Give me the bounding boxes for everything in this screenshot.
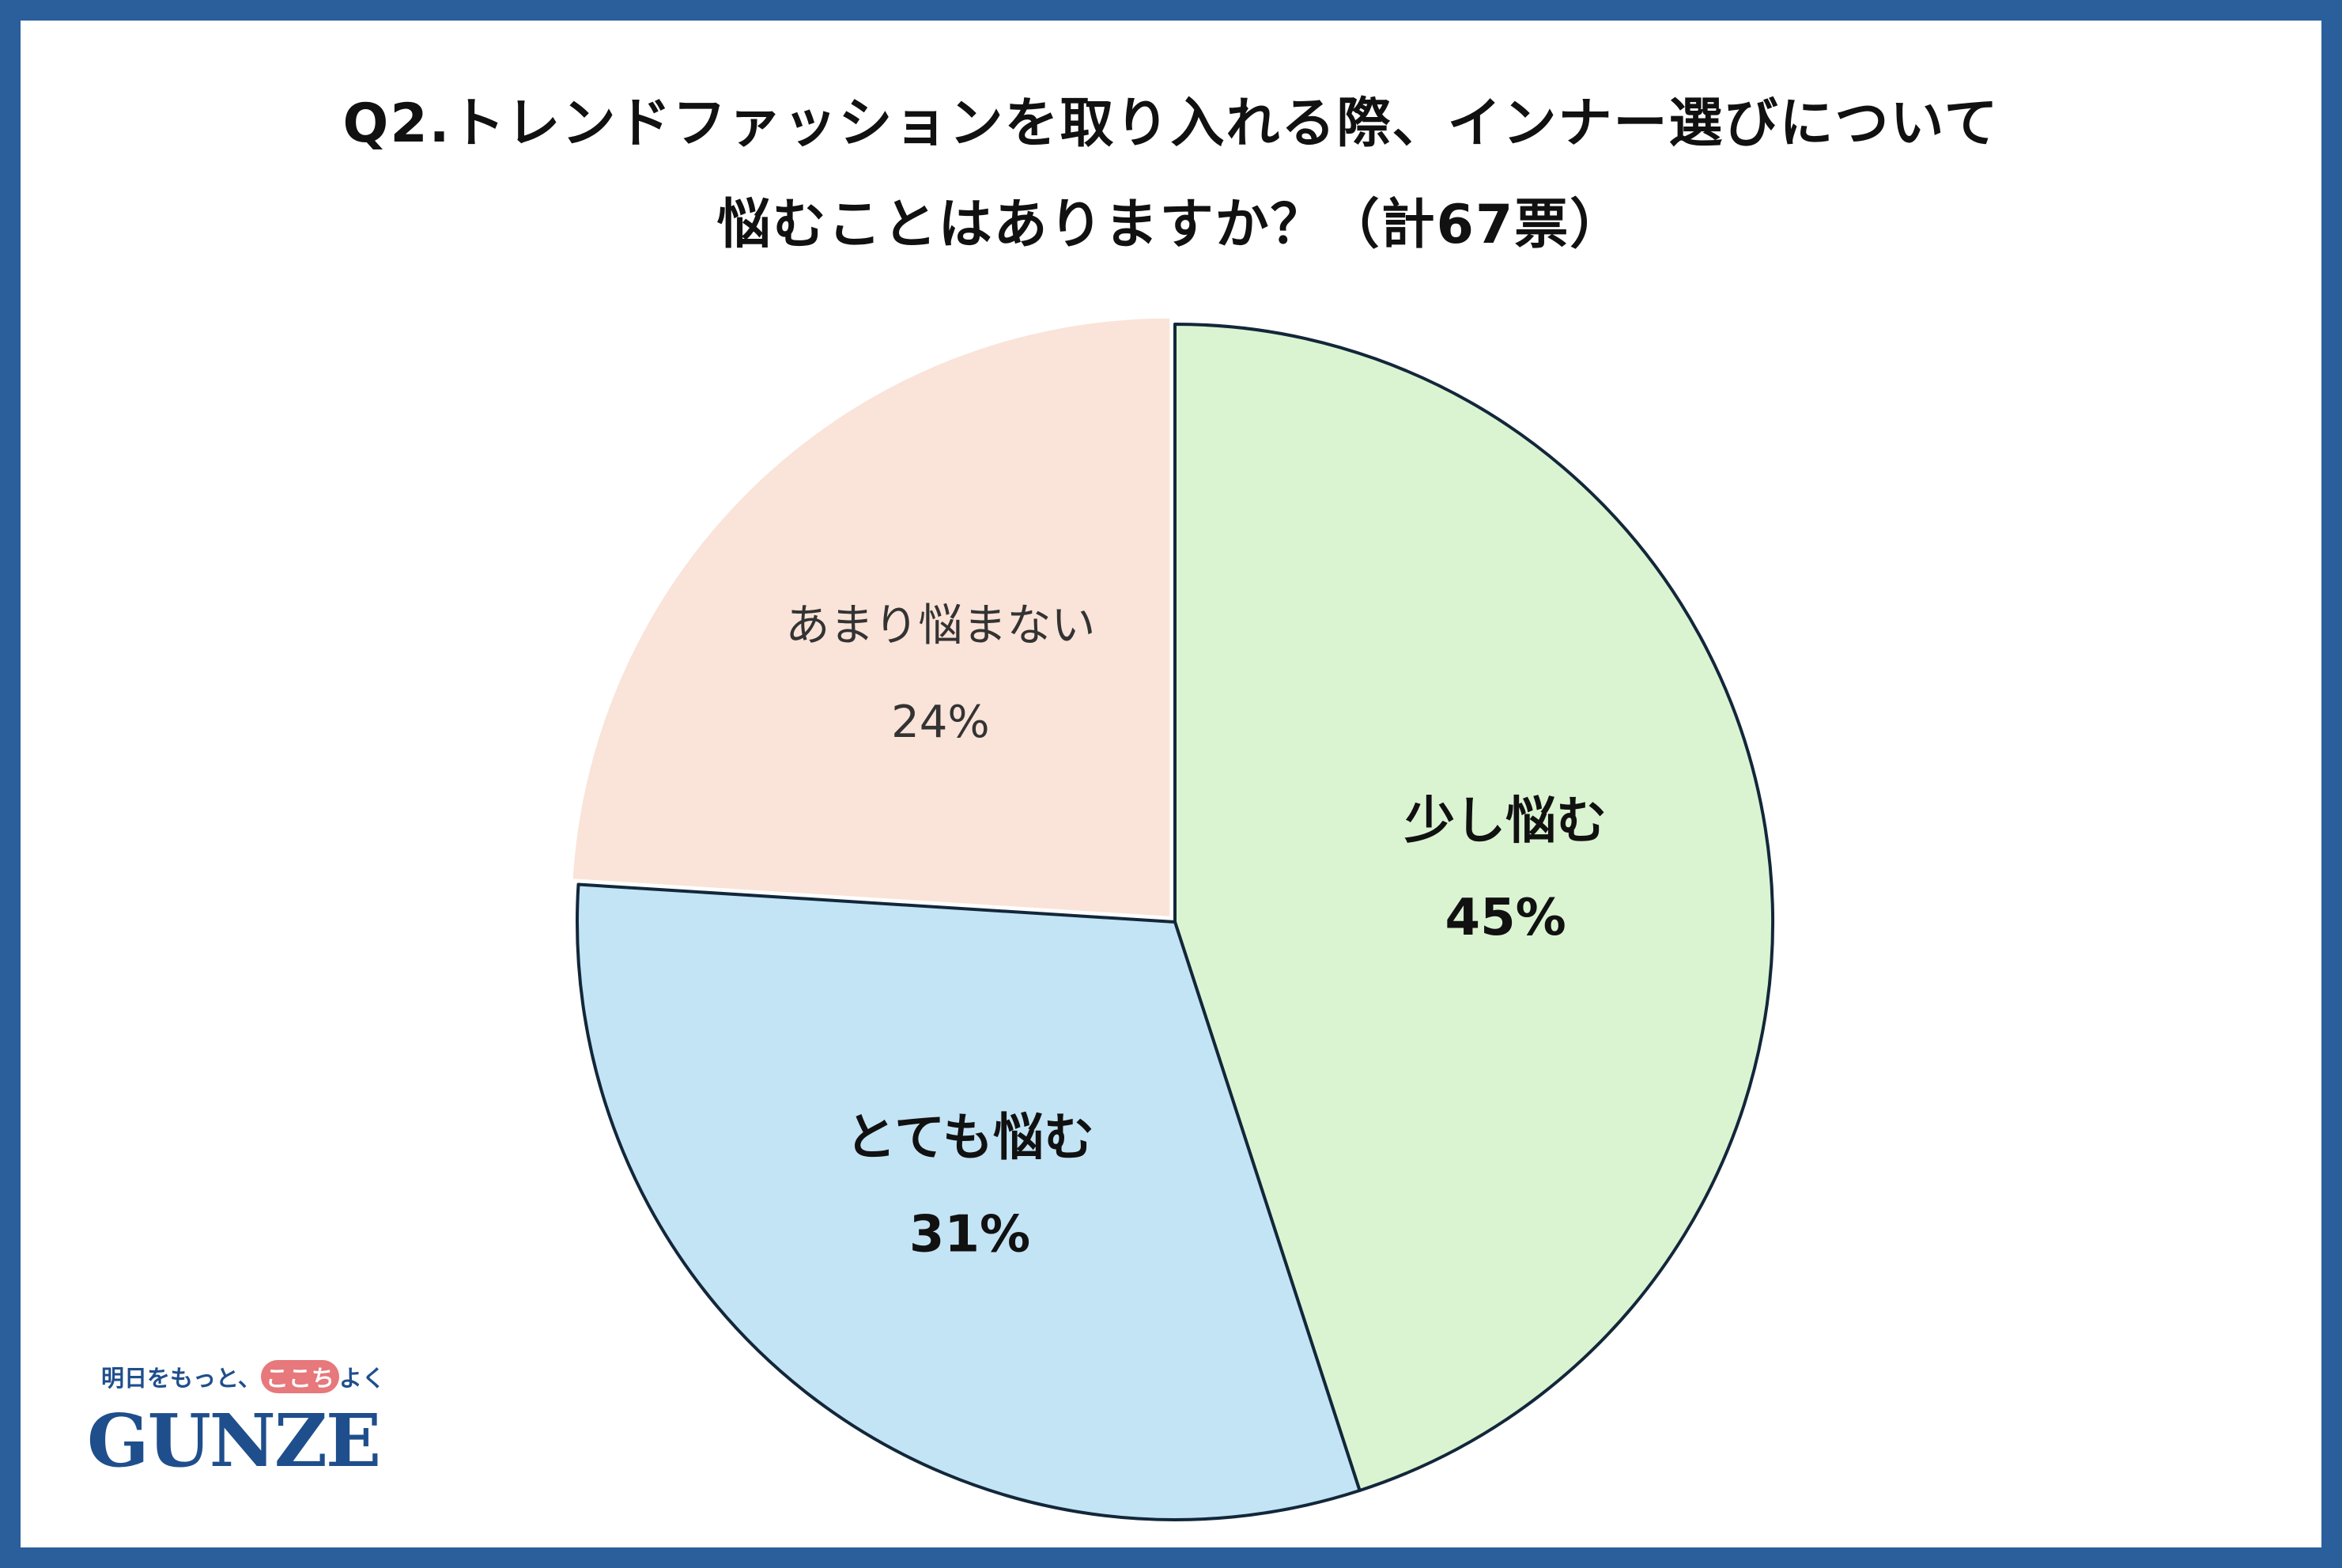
logo-tagline-before: 明日をもっと、	[101, 1365, 261, 1392]
pie-slice-1-value-label: 45%	[1445, 889, 1566, 947]
gunze-logo: GUNZE	[87, 1398, 381, 1483]
pie-slice-1-label: 少し悩む	[1404, 792, 1607, 851]
pie-slice-3-value-label: 24%	[891, 697, 989, 748]
logo-tagline-after: よく	[338, 1365, 385, 1392]
chart-title-line-2: 悩むことはありますか？（計67票）	[716, 194, 1626, 256]
pie-slice-2-label: とても悩む	[845, 1109, 1094, 1168]
logo-tagline-highlight: ここち	[260, 1360, 339, 1393]
pie-slice-3	[572, 318, 1170, 916]
logo-tagline: 明日をもっと、 ここち よく	[101, 1360, 385, 1393]
pie-slice-3-label: あまり悩まない	[785, 600, 1095, 652]
chart-title-line-1: Q2.トレンドファッションを取り入れる際、インナー選びについて	[342, 93, 2000, 155]
pie-slice-1	[1173, 323, 1774, 1492]
pie-slice-2-value-label: 31%	[909, 1206, 1030, 1264]
pie-slice-2	[576, 882, 1362, 1521]
